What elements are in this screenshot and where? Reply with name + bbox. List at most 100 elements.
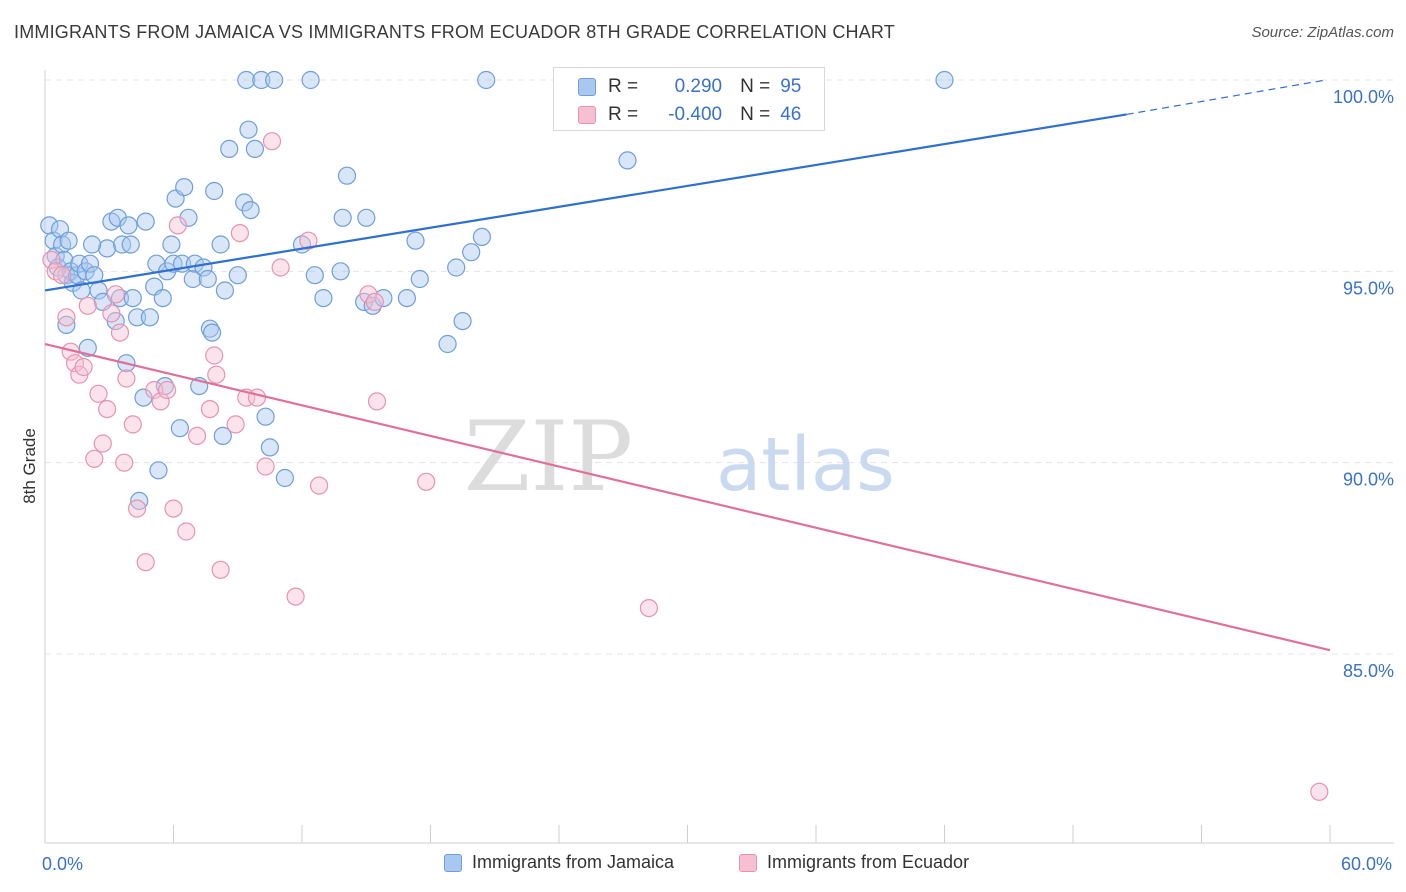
ecuador-point <box>123 415 142 434</box>
ecuador-point <box>262 132 282 151</box>
jamaica-point <box>213 426 232 445</box>
r-label: R = <box>608 76 639 97</box>
jamaica-point <box>252 70 271 90</box>
ecuador-point <box>226 415 245 434</box>
y-axis-label: 8th Grade <box>20 428 39 504</box>
ecuador-point <box>97 400 117 419</box>
n-label: N = <box>740 104 771 125</box>
n-value: 46 <box>780 104 802 125</box>
y-tick-label: 100.0% <box>1333 87 1394 107</box>
ecuador-point <box>205 346 224 365</box>
jamaica-point <box>128 308 147 327</box>
jamaica-point <box>410 269 429 289</box>
jamaica-point <box>228 266 247 285</box>
ecuador-point <box>93 434 112 453</box>
x-tick-label-min: 0.0% <box>42 854 83 874</box>
x-tick-label-max: 60.0% <box>1341 854 1392 874</box>
ecuador-point <box>177 522 196 541</box>
ecuador-point <box>158 380 177 400</box>
jamaica-point <box>333 208 352 227</box>
jamaica-point <box>397 289 416 308</box>
ecuador-point <box>286 587 305 606</box>
jamaica-point <box>305 266 324 285</box>
ecuador-point <box>247 388 267 407</box>
jamaica-point <box>70 254 89 273</box>
jamaica-point <box>331 262 350 281</box>
grid-lines <box>45 79 1394 655</box>
ecuador-point <box>164 499 183 518</box>
tick-labels: 85.0% 90.0% 95.0% 100.0% 0.0% 60.0% <box>42 87 1394 874</box>
jamaica-point <box>357 208 376 227</box>
jamaica-point <box>198 269 217 289</box>
r-label: R = <box>608 104 639 125</box>
ecuador-points <box>42 132 1329 801</box>
stats-row-ecuador: R = -0.400 N = 46 <box>554 101 801 129</box>
jamaica-point <box>183 269 202 289</box>
y-tick-label: 85.0% <box>1343 661 1394 681</box>
trend-lines <box>44 79 1331 652</box>
legend-item-ecuador[interactable]: Immigrants from Ecuador <box>739 852 969 873</box>
y-tick-label: 95.0% <box>1343 278 1394 298</box>
n-label: N = <box>740 76 771 97</box>
jamaica-swatch <box>578 78 596 96</box>
jamaica-point <box>215 281 234 300</box>
jamaica-point <box>170 419 189 438</box>
legend: Immigrants from Jamaica Immigrants from … <box>0 852 1406 878</box>
jamaica-point <box>618 151 637 170</box>
jamaica-point <box>97 239 117 258</box>
jamaica-point <box>108 208 127 227</box>
legend-item-jamaica[interactable]: Immigrants from Jamaica <box>444 852 674 873</box>
n-value: 95 <box>780 76 802 97</box>
jamaica-point <box>119 216 138 235</box>
jamaica-point <box>235 193 254 212</box>
ecuador-point <box>1310 782 1329 801</box>
ecuador-point <box>310 476 329 495</box>
ecuador-point <box>271 258 290 277</box>
jamaica-point <box>477 70 496 90</box>
ecuador-point <box>256 457 275 476</box>
jamaica-trend-extension <box>1126 79 1326 116</box>
axes <box>44 70 1394 844</box>
ecuador-point <box>57 308 76 327</box>
jamaica-point <box>301 70 320 90</box>
jamaica-point <box>59 231 78 250</box>
ecuador-point <box>115 453 134 472</box>
ecuador-legend-swatch <box>739 853 757 872</box>
jamaica-point <box>256 407 275 426</box>
ecuador-point <box>639 598 659 618</box>
jamaica-point <box>438 334 457 354</box>
jamaica-point <box>447 258 466 277</box>
jamaica-point <box>265 70 284 90</box>
jamaica-point <box>121 235 140 254</box>
ecuador-point <box>211 560 230 579</box>
ecuador-point <box>168 216 187 235</box>
r-value: -0.400 <box>668 104 723 125</box>
jamaica-trend-line <box>44 113 1127 292</box>
jamaica-point <box>123 289 142 308</box>
jamaica-point <box>314 289 333 308</box>
jamaica-point <box>220 139 239 158</box>
ecuador-point <box>151 392 170 411</box>
jamaica-point <box>241 201 260 220</box>
jamaica-legend-swatch <box>444 853 462 872</box>
jamaica-point <box>472 227 491 246</box>
ecuador-point <box>85 449 104 468</box>
legend-label-ecuador: Immigrants from Ecuador <box>767 852 970 872</box>
jamaica-point <box>136 212 155 231</box>
legend-label-jamaica: Immigrants from Jamaica <box>472 852 675 872</box>
ecuador-point <box>128 499 147 518</box>
ecuador-swatch <box>578 106 596 124</box>
source-label: Source: ZipAtlas.com <box>1251 24 1394 41</box>
ecuador-point <box>367 392 387 411</box>
jamaica-point <box>453 312 472 331</box>
jamaica-point <box>162 235 181 254</box>
ecuador-point <box>136 553 155 572</box>
jamaica-point <box>406 231 425 250</box>
y-tick-label: 90.0% <box>1343 470 1394 490</box>
jamaica-point <box>374 289 393 308</box>
ecuador-point <box>145 380 164 400</box>
watermark-atlas: atlas <box>716 422 895 508</box>
jamaica-point <box>82 235 102 254</box>
ecuador-point <box>188 426 207 445</box>
ecuador-point <box>365 292 384 311</box>
